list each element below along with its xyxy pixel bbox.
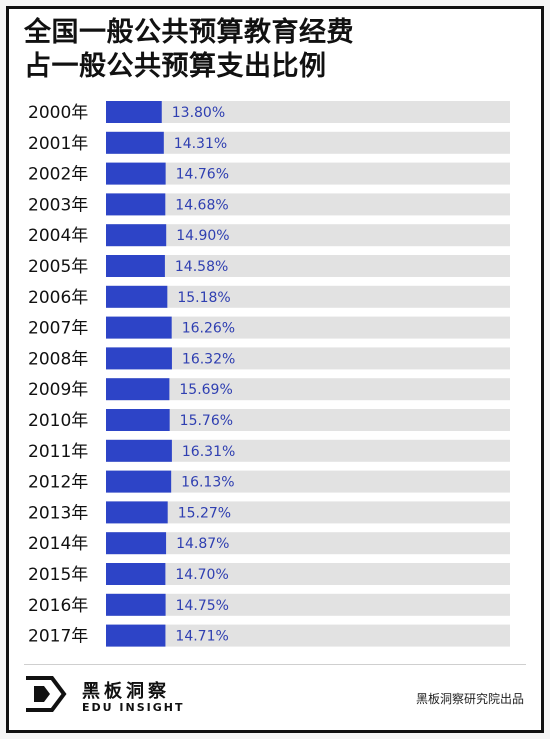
value-label: 14.31% bbox=[174, 136, 227, 152]
bar bbox=[106, 409, 170, 431]
bar-track bbox=[106, 162, 510, 185]
bar-row: 2003年 14.68% bbox=[28, 193, 510, 216]
category-label: 2014年 bbox=[28, 534, 88, 554]
bar-track bbox=[106, 501, 510, 524]
bar-track bbox=[106, 285, 510, 308]
value-label: 15.69% bbox=[179, 382, 232, 398]
bar bbox=[106, 162, 166, 185]
category-label: 2005年 bbox=[28, 257, 88, 277]
bar-track bbox=[106, 193, 510, 216]
bar-track bbox=[106, 409, 510, 431]
value-label: 14.68% bbox=[175, 197, 228, 213]
bar bbox=[106, 439, 172, 462]
category-label: 2015年 bbox=[28, 565, 88, 585]
value-label: 16.31% bbox=[182, 444, 235, 460]
bar-track bbox=[106, 347, 510, 370]
bar-track bbox=[106, 316, 510, 339]
bar-track bbox=[106, 439, 510, 462]
category-label: 2013年 bbox=[28, 503, 88, 523]
value-label: 15.76% bbox=[180, 413, 233, 429]
bar-track bbox=[106, 224, 510, 247]
bar bbox=[106, 532, 167, 555]
category-label: 2017年 bbox=[28, 627, 88, 647]
value-label: 15.27% bbox=[178, 505, 231, 521]
bar-row: 2014年 14.87% bbox=[28, 532, 510, 555]
bar-row: 2004年 14.90% bbox=[28, 224, 510, 247]
bar-row: 2010年 15.76% bbox=[28, 409, 510, 431]
category-label: 2008年 bbox=[28, 349, 88, 369]
bar-track bbox=[106, 563, 510, 585]
chart-title-line-2: 占一般公共预算支出比例 bbox=[24, 51, 327, 82]
bar-row: 2000年 13.80% bbox=[28, 101, 510, 123]
category-label: 2007年 bbox=[28, 319, 88, 339]
category-label: 2006年 bbox=[28, 288, 88, 308]
value-label: 14.76% bbox=[176, 167, 229, 183]
bar-row: 2005年 14.58% bbox=[28, 255, 510, 277]
value-label: 14.87% bbox=[176, 536, 229, 552]
bar-row: 2006年 15.18% bbox=[28, 285, 510, 308]
bar-track bbox=[106, 470, 510, 493]
bar-row: 2012年 16.13% bbox=[28, 470, 510, 493]
category-label: 2009年 bbox=[28, 380, 88, 400]
bar bbox=[106, 285, 168, 308]
bar-track bbox=[106, 378, 510, 401]
bar-track bbox=[106, 101, 510, 123]
category-label: 2004年 bbox=[28, 226, 88, 246]
bar-row: 2013年 15.27% bbox=[28, 501, 510, 524]
bar-row: 2007年 16.26% bbox=[28, 316, 510, 339]
brand-name-cn: 黑板洞察 bbox=[82, 681, 170, 702]
chart-title-line-1: 全国一般公共预算教育经费 bbox=[24, 17, 354, 48]
bar bbox=[106, 501, 168, 524]
value-label: 16.32% bbox=[182, 351, 235, 367]
bar bbox=[106, 593, 166, 616]
bar bbox=[106, 193, 166, 216]
category-label: 2012年 bbox=[28, 473, 88, 493]
category-label: 2003年 bbox=[28, 195, 88, 215]
value-label: 13.80% bbox=[172, 105, 225, 121]
bar bbox=[106, 624, 166, 647]
bar-row: 2017年 14.71% bbox=[28, 624, 510, 647]
category-label: 2010年 bbox=[28, 411, 88, 431]
bar bbox=[106, 316, 172, 339]
bar-track bbox=[106, 131, 510, 154]
bar-track bbox=[106, 624, 510, 647]
bar-track bbox=[106, 255, 510, 277]
bar bbox=[106, 101, 162, 123]
bar-row: 2016年 14.75% bbox=[28, 593, 510, 616]
bar bbox=[106, 347, 172, 370]
bar-row: 2015年 14.70% bbox=[28, 563, 510, 585]
bar-row: 2001年 14.31% bbox=[28, 131, 510, 154]
bar-track bbox=[106, 593, 510, 616]
value-label: 16.13% bbox=[181, 475, 234, 491]
bar-row: 2008年 16.32% bbox=[28, 347, 510, 370]
value-label: 14.90% bbox=[176, 228, 229, 244]
bar bbox=[106, 224, 167, 247]
value-label: 14.75% bbox=[176, 598, 229, 614]
value-label: 16.26% bbox=[182, 321, 235, 337]
bar bbox=[106, 378, 170, 401]
source-credit: 黑板洞察研究院出品 bbox=[415, 692, 524, 706]
footer-divider bbox=[24, 664, 526, 665]
bar bbox=[106, 255, 165, 277]
category-label: 2011年 bbox=[28, 442, 88, 462]
bar-row: 2011年 16.31% bbox=[28, 439, 510, 462]
category-label: 2000年 bbox=[28, 103, 88, 123]
bar bbox=[106, 470, 172, 493]
bar bbox=[106, 563, 166, 585]
bar-row: 2009年 15.69% bbox=[28, 378, 510, 401]
value-label: 14.58% bbox=[175, 259, 228, 275]
value-label: 14.71% bbox=[175, 629, 228, 645]
bar-row: 2002年 14.76% bbox=[28, 162, 510, 185]
edu-insight-logo-icon bbox=[26, 676, 67, 712]
category-label: 2016年 bbox=[28, 596, 88, 616]
bar bbox=[106, 131, 164, 154]
value-label: 14.70% bbox=[175, 567, 228, 583]
bar-track bbox=[106, 532, 510, 555]
brand-name-en: EDU INSIGHT bbox=[82, 701, 185, 714]
value-label: 15.18% bbox=[177, 290, 230, 306]
category-label: 2002年 bbox=[28, 165, 88, 185]
category-label: 2001年 bbox=[28, 134, 88, 154]
chart-title: 全国一般公共预算教育经费 占一般公共预算支出比例 bbox=[24, 16, 524, 84]
